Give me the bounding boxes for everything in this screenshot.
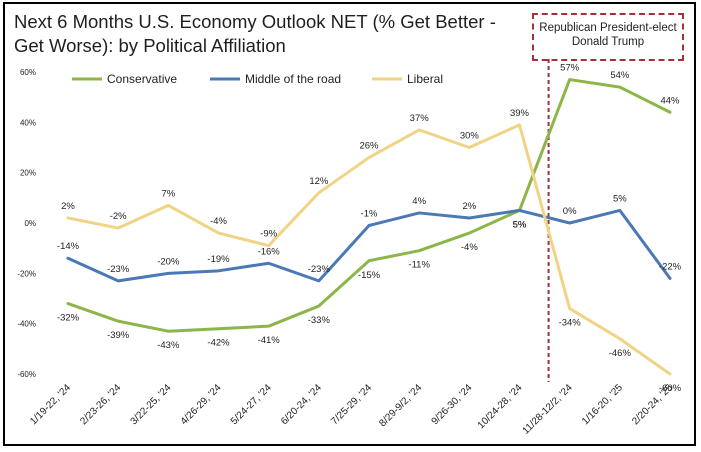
data-label: -41% bbox=[258, 335, 281, 346]
series-line-liberal bbox=[66, 123, 672, 376]
x-tick-label: 8/29-9/2, '24 bbox=[377, 382, 424, 429]
data-label: 12% bbox=[309, 176, 329, 187]
data-label: -23% bbox=[107, 264, 130, 275]
data-label: 57% bbox=[560, 63, 580, 74]
data-label: 2% bbox=[61, 201, 75, 212]
data-label: -60% bbox=[659, 383, 682, 394]
data-labels: -32% -39% -43% -42% -41% -33% -15% -11% -4% 5% 57%… bbox=[57, 63, 682, 394]
data-label: 7% bbox=[161, 188, 175, 199]
data-label: 5% bbox=[513, 219, 527, 230]
y-tick-label: 40% bbox=[20, 118, 36, 127]
data-label: -46% bbox=[609, 348, 632, 359]
series-line-conservative bbox=[66, 78, 672, 333]
x-tick-label: 5/24-27, '24 bbox=[229, 382, 274, 427]
y-tick-label: -40% bbox=[17, 320, 36, 329]
x-tick-label: 6/20-24, '24 bbox=[279, 382, 324, 427]
data-label: 4% bbox=[412, 196, 426, 207]
data-label: -4% bbox=[210, 216, 227, 227]
x-tick-label: 1/19-22, '24 bbox=[28, 382, 73, 427]
data-label: -11% bbox=[408, 260, 430, 271]
chart-frame bbox=[3, 2, 696, 446]
data-label: 39% bbox=[510, 108, 530, 119]
data-label: -20% bbox=[157, 256, 180, 267]
x-tick-label: 1/16-20, '25 bbox=[580, 382, 625, 427]
data-label: 37% bbox=[410, 113, 430, 124]
data-label: -2% bbox=[110, 211, 127, 222]
data-label: -22% bbox=[659, 261, 682, 272]
x-tick-label: 7/25-29, '24 bbox=[329, 382, 374, 427]
data-label: -9% bbox=[260, 229, 277, 240]
y-tick-label: 60% bbox=[20, 68, 36, 77]
data-label: -39% bbox=[107, 330, 130, 341]
x-tick-label: 2/23-26, '24 bbox=[78, 382, 123, 427]
data-label: 0% bbox=[563, 206, 577, 217]
legend: Conservative Middle of the road Liberal bbox=[72, 72, 443, 86]
data-label: 30% bbox=[460, 131, 480, 142]
data-label: -19% bbox=[207, 254, 230, 265]
x-tick-label: 9/26-30, '24 bbox=[430, 382, 475, 427]
data-label: 26% bbox=[359, 141, 379, 152]
x-axis: 1/19-22, '24 2/23-26, '24 3/22-25, '24 4/26… bbox=[28, 382, 675, 437]
data-label: 2% bbox=[462, 201, 476, 212]
data-label: 44% bbox=[660, 95, 680, 106]
data-label: -1% bbox=[361, 209, 378, 220]
series-lines bbox=[66, 78, 672, 376]
series-line-middle-of-the-road bbox=[66, 208, 672, 283]
data-label: -15% bbox=[358, 270, 381, 281]
legend-label: Middle of the road bbox=[245, 72, 341, 86]
data-label: 5% bbox=[613, 193, 627, 204]
data-label: -16% bbox=[258, 246, 281, 257]
data-label: -23% bbox=[308, 264, 331, 275]
data-label: -43% bbox=[157, 340, 180, 351]
data-label: -4% bbox=[461, 242, 478, 253]
y-tick-label: -60% bbox=[17, 370, 36, 379]
data-label: -42% bbox=[207, 338, 230, 349]
data-label: 5% bbox=[513, 219, 527, 230]
data-label: 54% bbox=[610, 70, 630, 81]
y-tick-label: 20% bbox=[20, 169, 36, 178]
x-tick-label: 4/26-29, '24 bbox=[179, 382, 224, 427]
annotation-box: Republican President-elect Donald Trump bbox=[532, 13, 684, 61]
y-tick-label: -20% bbox=[17, 269, 36, 278]
data-label: -14% bbox=[57, 241, 80, 252]
y-axis: 60% 40% 20% 0% -20% -40% -60% bbox=[17, 68, 36, 379]
x-tick-label: 11/28-12/2, '24 bbox=[521, 382, 576, 437]
data-label: -34% bbox=[559, 318, 582, 329]
data-label: -32% bbox=[57, 313, 80, 324]
legend-label: Liberal bbox=[407, 72, 443, 86]
data-label: -33% bbox=[308, 315, 331, 326]
x-tick-label: 3/22-25, '24 bbox=[129, 382, 174, 427]
y-tick-label: 0% bbox=[24, 219, 36, 228]
chart-title: Next 6 Months U.S. Economy Outlook NET (… bbox=[14, 11, 496, 56]
legend-label: Conservative bbox=[107, 72, 177, 86]
x-tick-label: 10/24-28, '24 bbox=[476, 382, 525, 431]
